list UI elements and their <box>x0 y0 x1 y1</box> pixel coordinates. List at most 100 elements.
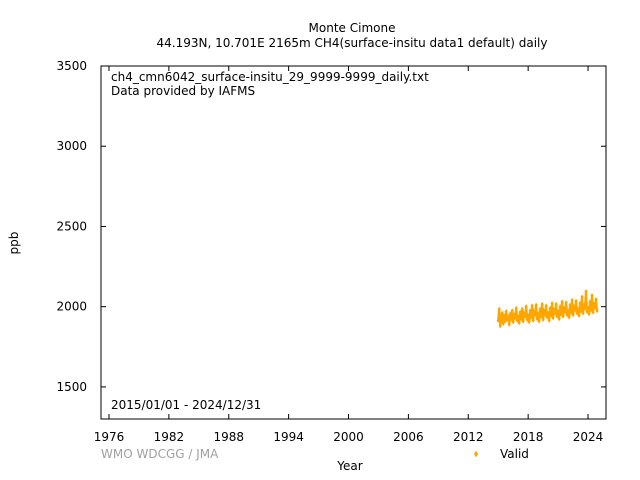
legend-marker-valid <box>474 450 478 458</box>
data-point <box>536 311 540 317</box>
data-point <box>541 317 545 323</box>
x-tick-label: 1988 <box>213 430 244 444</box>
data-point <box>547 317 551 323</box>
data-point <box>531 317 535 323</box>
data-point <box>559 311 563 317</box>
data-point <box>563 308 567 314</box>
data-point <box>515 317 519 323</box>
data-point <box>505 316 509 322</box>
series-valid-points <box>496 288 599 329</box>
data-point <box>535 316 539 322</box>
data-point <box>582 302 586 308</box>
data-point <box>523 313 527 319</box>
data-point <box>539 313 543 319</box>
data-point <box>503 318 507 324</box>
data-point <box>549 313 553 319</box>
data-point <box>516 313 520 319</box>
data-point <box>501 321 505 327</box>
data-point <box>553 310 557 316</box>
data-point <box>579 308 583 314</box>
data-point <box>586 305 590 311</box>
data-point <box>568 302 572 308</box>
data-point <box>595 308 599 314</box>
data-point <box>507 321 511 327</box>
data-point <box>546 310 550 316</box>
data-point <box>526 313 530 319</box>
x-tick-label: 2018 <box>513 430 544 444</box>
x-tick-label: 2024 <box>573 430 604 444</box>
data-point <box>509 317 513 323</box>
data-point <box>585 308 589 314</box>
legend-label-valid: Valid <box>500 447 529 461</box>
data-point <box>571 312 575 318</box>
data-point <box>555 313 559 319</box>
data-point <box>551 315 555 321</box>
data-point <box>591 309 595 315</box>
x-tick-label: 1994 <box>273 430 304 444</box>
data-point <box>508 311 512 317</box>
data-point <box>587 311 591 317</box>
plot-frame <box>100 65 607 420</box>
data-point <box>496 317 500 323</box>
data-point <box>548 305 552 311</box>
provider-label: Data provided by IAFMS <box>111 84 255 98</box>
data-point <box>520 306 524 312</box>
y-axis-title: ppb <box>7 232 21 255</box>
data-point <box>554 301 558 307</box>
data-point <box>593 304 597 310</box>
chart-title: Monte Cimone <box>309 21 396 35</box>
data-point <box>588 299 592 305</box>
data-point <box>572 304 576 310</box>
data-point <box>518 309 522 315</box>
file-label: ch4_cmn6042_surface-insitu_29_9999-9999_… <box>111 70 429 84</box>
data-point <box>530 303 534 309</box>
data-point <box>532 309 536 315</box>
y-tick-label: 3500 <box>56 59 87 73</box>
x-tick-label: 1976 <box>94 430 125 444</box>
data-point <box>569 309 573 315</box>
x-tick-label: 2006 <box>393 430 424 444</box>
x-tick-label: 2000 <box>333 430 364 444</box>
data-point <box>537 318 541 324</box>
y-axis-ticks: 1500 2000 2500 3000 3500 <box>56 59 606 394</box>
data-point <box>567 314 571 320</box>
data-point <box>525 317 529 323</box>
data-point <box>564 300 568 306</box>
data-point <box>524 304 528 310</box>
data-point <box>519 316 523 322</box>
data-point <box>528 308 532 314</box>
data-point <box>580 294 584 300</box>
data-point <box>561 313 565 319</box>
data-point <box>521 318 525 324</box>
data-point <box>544 303 548 309</box>
data-point <box>573 307 577 313</box>
data-point <box>511 319 515 325</box>
data-point <box>506 314 510 320</box>
data-point <box>550 300 554 306</box>
data-point <box>557 316 561 322</box>
data-point <box>513 315 517 321</box>
y-tick-label: 2500 <box>56 219 87 233</box>
data-point <box>560 299 564 305</box>
data-point <box>558 304 562 310</box>
data-point <box>527 319 531 325</box>
x-axis-title: Year <box>336 459 362 473</box>
period-label: 2015/01/01 - 2024/12/31 <box>111 398 261 412</box>
x-tick-label: 1982 <box>154 430 185 444</box>
data-point <box>533 312 537 318</box>
data-point <box>590 292 594 298</box>
data-point <box>517 320 521 326</box>
credit-label: WMO WDCGG / JMA <box>101 447 219 461</box>
data-point <box>576 306 580 312</box>
data-point <box>594 296 598 302</box>
data-point <box>522 311 526 317</box>
x-tick-label: 2012 <box>453 430 484 444</box>
data-point <box>529 314 533 320</box>
data-point <box>499 315 503 321</box>
data-point <box>583 305 587 311</box>
chart-subtitle: 44.193N, 10.701E 2165m CH4(surface-insit… <box>156 36 547 50</box>
data-point <box>545 314 549 320</box>
data-point <box>504 308 508 314</box>
data-point <box>510 308 514 314</box>
